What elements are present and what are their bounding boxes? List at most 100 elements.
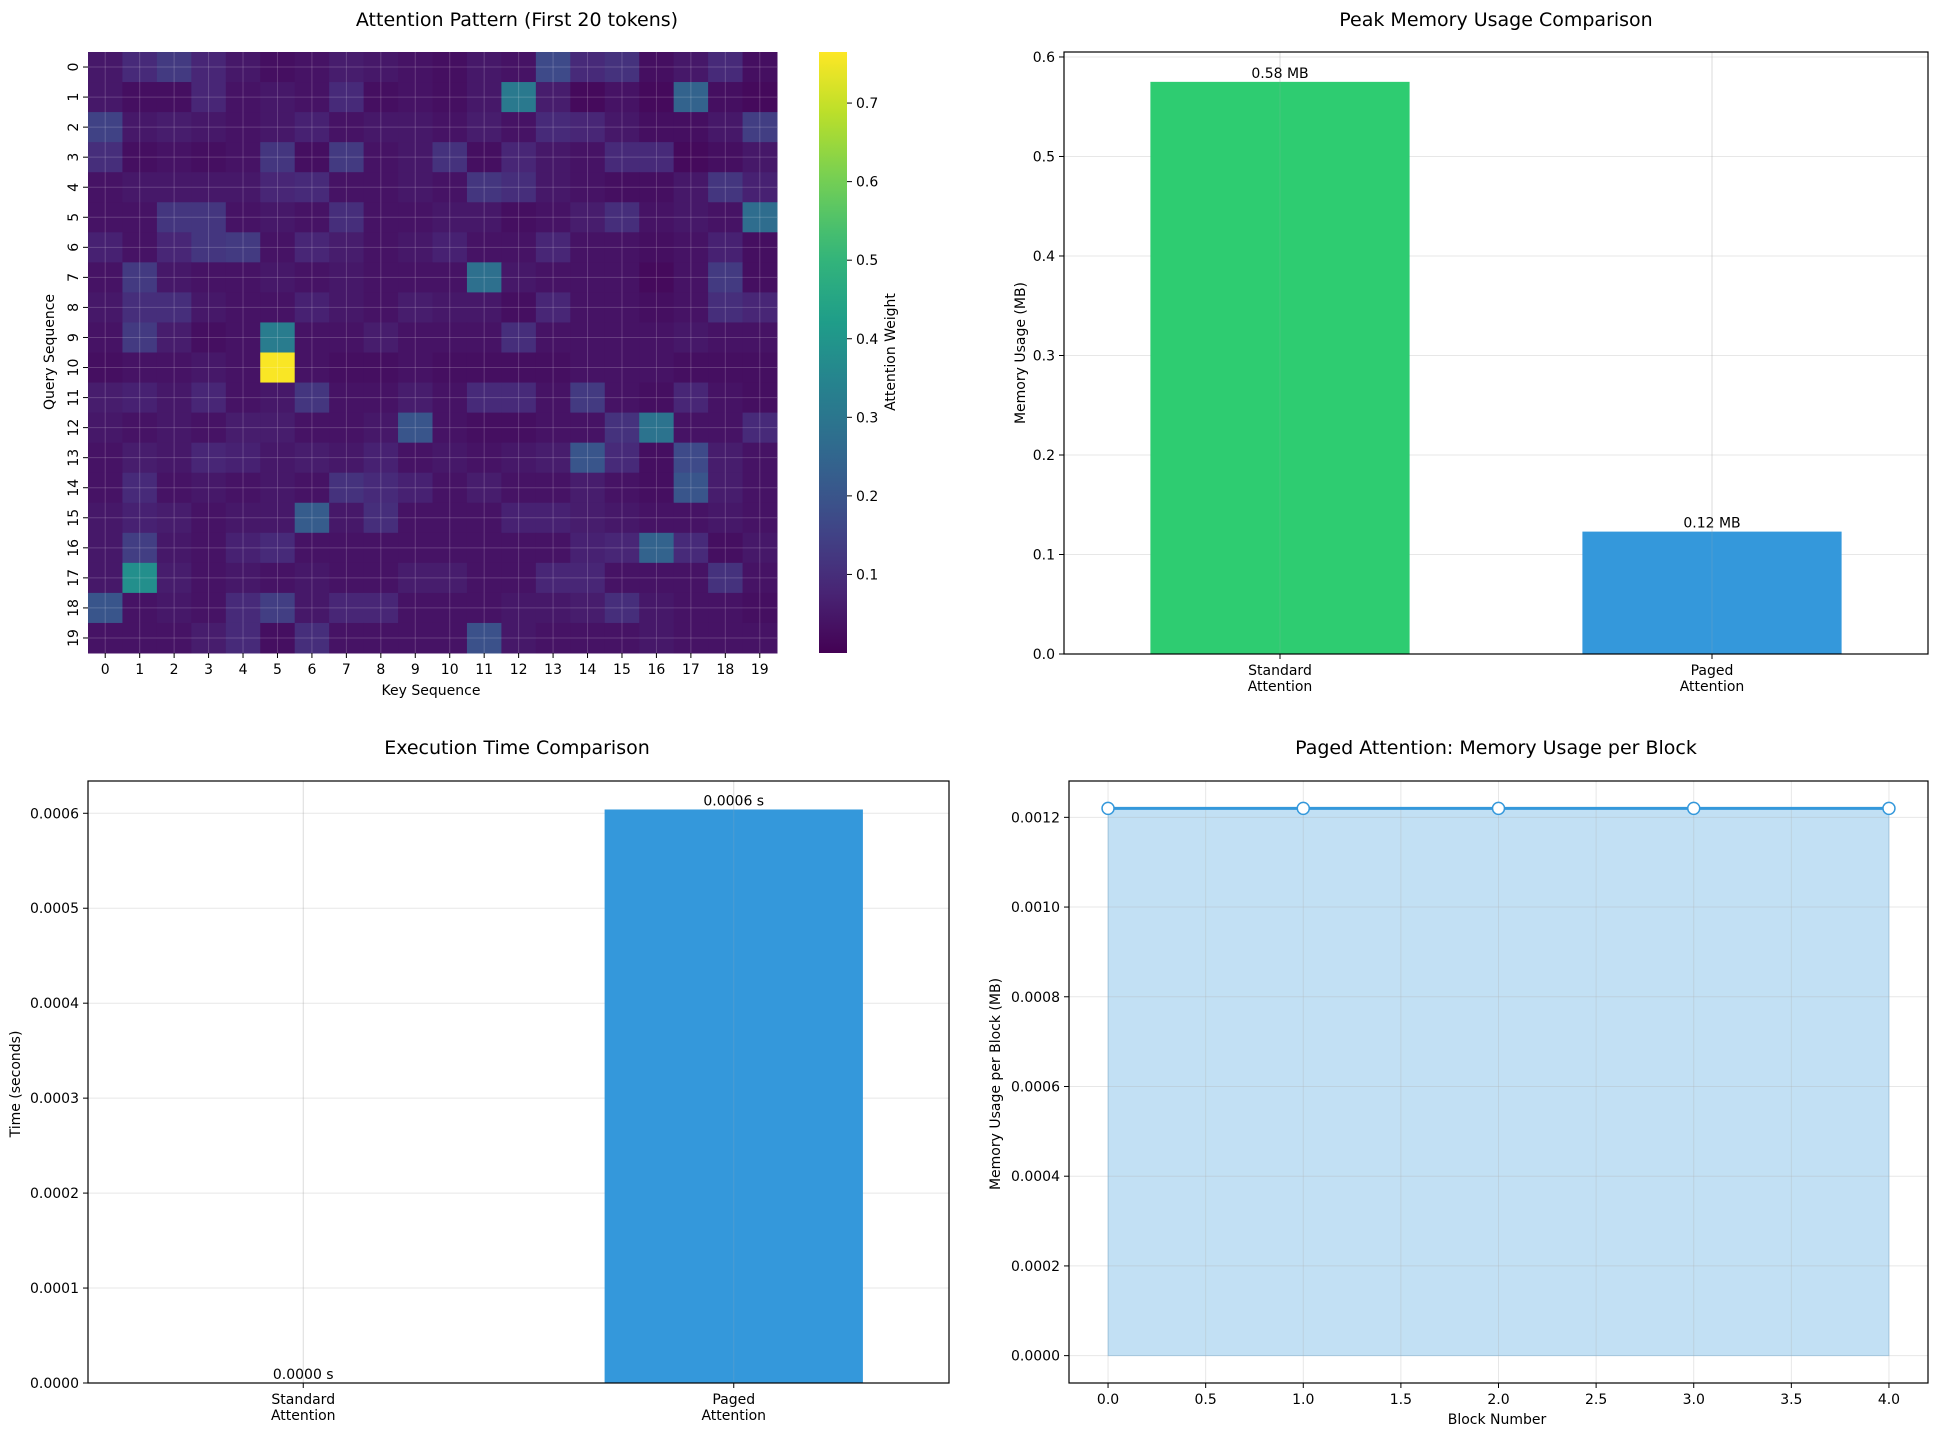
heatmap-cell	[122, 622, 158, 654]
heatmap-cell	[88, 622, 123, 654]
heatmap-cell	[535, 262, 571, 293]
heatmap-cell	[570, 412, 606, 444]
block-x-tick-label: 1.5	[1390, 1392, 1412, 1408]
heatmap-grid	[88, 52, 777, 653]
heatmap-cell	[432, 292, 468, 323]
heatmap-cell	[466, 142, 502, 173]
heatmap-cell	[501, 82, 537, 113]
heatmap-cell	[708, 172, 744, 203]
heatmap-cell	[639, 502, 675, 534]
heatmap-cell	[225, 592, 261, 624]
heatmap-cell	[432, 142, 468, 173]
heatmap-y-tick-label: 12	[66, 419, 82, 437]
block-x-tick-label: 2.5	[1585, 1392, 1607, 1408]
heatmap-cell	[363, 82, 399, 113]
heatmap-cell	[673, 322, 709, 353]
heatmap-cell	[742, 292, 778, 323]
heatmap-cell	[570, 622, 606, 654]
heatmap-cell	[329, 232, 365, 263]
heatmap-cell	[225, 562, 261, 594]
heatmap-cell	[398, 412, 433, 444]
heatmap-cell	[260, 442, 296, 474]
heatmap-cell	[225, 382, 261, 414]
block-point	[1101, 801, 1115, 816]
heatmap-cell	[535, 442, 571, 474]
heatmap-cell	[329, 202, 365, 233]
time-y-tick-label: 0.0005	[30, 901, 79, 917]
heatmap-cell	[294, 352, 330, 384]
heatmap-y-tick-label: 3	[66, 153, 82, 162]
heatmap-x-tick-label: 12	[510, 662, 528, 678]
heatmap-cell	[156, 502, 192, 534]
heatmap-cell	[604, 52, 640, 83]
heatmap-cell	[398, 172, 433, 203]
heatmap-cell	[535, 202, 571, 233]
time-y-tick-label: 0.0004	[30, 996, 79, 1012]
heatmap-cell	[742, 592, 778, 624]
heatmap-cell	[535, 622, 571, 654]
heatmap-x-tick-label: 8	[376, 662, 385, 678]
heatmap-cell	[156, 592, 192, 624]
heatmap-y-tick-label: 8	[66, 303, 82, 312]
memory-bar	[1150, 81, 1410, 654]
heatmap-cell	[466, 262, 502, 293]
time-x-tick-label: Standard	[271, 1392, 335, 1408]
heatmap-cell	[363, 532, 399, 564]
heatmap-cell	[466, 52, 502, 83]
heatmap-cell	[501, 112, 537, 143]
heatmap-cell	[225, 412, 261, 444]
heatmap-cell	[398, 142, 433, 173]
memory-x-tick-label: Attention	[1248, 679, 1313, 695]
heatmap-cell	[398, 292, 433, 323]
heatmap-cell	[225, 442, 261, 474]
heatmap-cell	[570, 352, 606, 384]
heatmap-x-tick-label: 13	[544, 662, 562, 678]
heatmap-cell	[88, 112, 123, 143]
heatmap-cell	[535, 322, 571, 353]
heatmap-cell	[708, 412, 744, 444]
heatmap-cell	[363, 322, 399, 353]
heatmap-cell	[639, 532, 675, 564]
memory-y-tick-label: 0.0	[1033, 647, 1055, 663]
heatmap-cell	[535, 292, 571, 323]
time-y-tick-label: 0.0001	[30, 1281, 79, 1297]
heatmap-cell	[742, 382, 778, 414]
heatmap-cell	[673, 442, 709, 474]
heatmap-y-tick-label: 5	[66, 213, 82, 222]
heatmap-cell	[294, 112, 330, 143]
heatmap-cell	[191, 322, 227, 353]
heatmap-cell	[742, 532, 778, 564]
heatmap-cell	[501, 382, 537, 414]
heatmap-cell	[570, 52, 606, 83]
memory-y-label: Memory Usage (MB)	[1013, 282, 1029, 424]
heatmap-cell	[260, 502, 296, 534]
heatmap-cell	[122, 262, 158, 293]
heatmap-cell	[535, 532, 571, 564]
heatmap-cell	[88, 52, 123, 83]
memory-plot: 0.58 MB 0.12 MB 0.0 0.1 0.2 0.3 0.4 0.5 0.6 Stand…	[1033, 50, 1929, 695]
heatmap-cell	[363, 52, 399, 83]
time-x-tick-label: Paged	[712, 1392, 755, 1408]
heatmap-cell	[570, 292, 606, 323]
heatmap-cell	[294, 382, 330, 414]
heatmap-cell	[225, 622, 261, 654]
heatmap-cell	[156, 202, 192, 233]
heatmap-cell	[294, 322, 330, 353]
heatmap-cell	[639, 82, 675, 113]
colorbar-tick-label: 0.7	[856, 96, 878, 112]
heatmap-cell	[466, 232, 502, 263]
heatmap-cell	[122, 382, 158, 414]
heatmap-cell	[604, 352, 640, 384]
heatmap-cell	[742, 52, 778, 83]
heatmap-cell	[122, 562, 158, 594]
heatmap-cell	[673, 112, 709, 143]
heatmap-cell	[122, 502, 158, 534]
heatmap-cell	[604, 502, 640, 534]
heatmap-x-tick-label: 9	[411, 662, 420, 678]
heatmap-cell	[432, 82, 468, 113]
heatmap-cell	[639, 262, 675, 293]
heatmap-cell	[363, 172, 399, 203]
heatmap-cell	[294, 562, 330, 594]
heatmap-cell	[639, 412, 675, 444]
